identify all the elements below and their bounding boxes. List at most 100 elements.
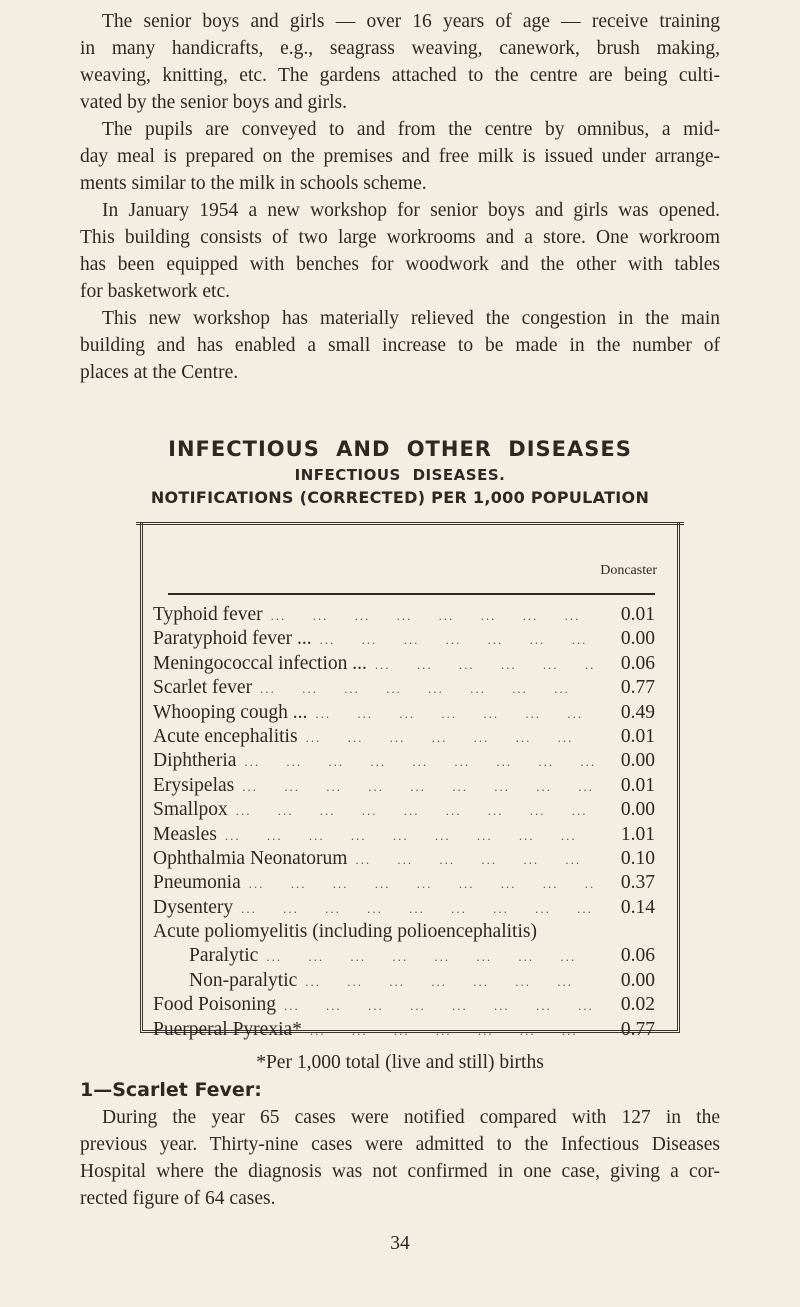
disease-label: Typhoid fever xyxy=(153,604,263,625)
rate-value: 0.01 xyxy=(620,604,655,625)
disease-label: Smallpox xyxy=(153,799,228,821)
text-line: weaving, knitting, etc. The gardens atta… xyxy=(80,65,720,86)
text-line: places at the Centre. xyxy=(80,362,239,383)
dot-leader xyxy=(320,628,595,652)
disease-label: Dysentery xyxy=(153,896,234,918)
text-line: rected figure of 64 cases. xyxy=(80,1188,276,1209)
table-row: Paratyphoid fever ... 0.00 xyxy=(153,627,655,651)
disease-label: Meningococcal infection ... xyxy=(153,652,367,674)
text-line: This new workshop has materially relieve… xyxy=(102,308,720,329)
table-row: Acute poliomyelitis (including polioence… xyxy=(153,920,655,944)
dot-leader xyxy=(306,726,595,750)
dot-leader xyxy=(225,824,595,848)
disease-label: Acute encephalitis xyxy=(153,725,298,747)
disease-label: Diphtheria xyxy=(153,750,237,772)
text-line: for basketwork etc. xyxy=(80,281,230,302)
disease-label: Scarlet fever xyxy=(153,677,253,699)
rate-value: 0.37 xyxy=(620,872,655,894)
header-rule xyxy=(168,593,655,595)
column-header: Doncaster xyxy=(600,563,657,578)
text-line: has been equipped with benches for woodw… xyxy=(80,254,720,275)
dot-leader xyxy=(241,897,595,921)
text-line: Hospital where the diagnosis was not con… xyxy=(80,1161,720,1182)
table-row: Typhoid fever 0.01 xyxy=(153,603,655,627)
rate-value: 1.01 xyxy=(620,823,655,845)
dot-leader xyxy=(266,945,595,969)
page-number: 34 xyxy=(390,1233,410,1254)
table-row: Scarlet fever 0.77 xyxy=(153,676,655,700)
section-title: INFECTIOUS AND OTHER DISEASES xyxy=(168,437,632,461)
table-row: Erysipelas 0.01 xyxy=(153,774,655,798)
rate-value: 0.02 xyxy=(620,994,655,1016)
table-row: Ophthalmia Neonatorum 0.10 xyxy=(153,847,655,871)
table-row: Acute encephalitis 0.01 xyxy=(153,725,655,749)
table-row: Meningococcal infection ... 0.06 xyxy=(153,652,655,676)
rate-value: 0.00 xyxy=(620,628,655,650)
dot-leader xyxy=(305,970,595,994)
rate-value: 0.14 xyxy=(620,896,655,918)
section-heading: 1—Scarlet Fever: xyxy=(80,1079,262,1101)
table-row: Puerperal Pyrexia* 0.77 xyxy=(153,1018,655,1042)
paragraph: The senior boys and girls — over 16 year… xyxy=(80,8,720,116)
text-line: previous year. Thirty-nine cases were ad… xyxy=(80,1134,720,1155)
rate-value: 0.01 xyxy=(620,725,655,747)
text-line: In January 1954 a new workshop for senio… xyxy=(102,200,720,221)
text-line: building and has enabled a small increas… xyxy=(80,335,720,356)
dot-leader xyxy=(355,848,595,872)
text-line: During the year 65 cases were notified c… xyxy=(102,1107,720,1128)
disease-label: Food Poisoning xyxy=(153,994,276,1016)
paragraph: In January 1954 a new workshop for senio… xyxy=(80,197,720,305)
text-line: vated by the senior boys and girls. xyxy=(80,92,347,113)
table-footnote: *Per 1,000 total (live and still) births xyxy=(256,1052,544,1073)
table-row: Whooping cough ... 0.49 xyxy=(153,701,655,725)
disease-label: Whooping cough ... xyxy=(153,701,308,723)
rate-value: 0.49 xyxy=(620,701,655,723)
rate-value: 0.77 xyxy=(620,1018,655,1040)
disease-label: Non-paralytic xyxy=(189,969,298,991)
disease-label: Ophthalmia Neonatorum xyxy=(153,847,348,869)
text-line: This building consists of two large work… xyxy=(80,227,720,248)
table-row: Paralytic 0.06 xyxy=(153,944,655,968)
text-line: in many handicrafts, e.g., seagrass weav… xyxy=(80,38,720,59)
rate-value: 0.00 xyxy=(620,799,655,821)
paragraph: This new workshop has materially relieve… xyxy=(80,305,720,386)
disease-label: Erysipelas xyxy=(153,774,235,796)
table-row: Dysentery 0.14 xyxy=(153,896,655,920)
dot-leader xyxy=(236,799,595,823)
dot-leader xyxy=(310,1019,595,1043)
disease-label: Pneumonia xyxy=(153,872,241,894)
rate-value: 0.00 xyxy=(620,750,655,772)
rate-value: 0.06 xyxy=(620,945,655,967)
dot-leader xyxy=(271,604,595,628)
dot-leader xyxy=(244,750,595,774)
table-row: Pneumonia 0.37 xyxy=(153,871,655,895)
dot-leader xyxy=(315,702,595,726)
rate-value: 0.77 xyxy=(620,677,655,699)
rate-value: 0.00 xyxy=(620,969,655,991)
dot-leader xyxy=(242,775,595,799)
dot-leader xyxy=(375,653,595,677)
dot-leader xyxy=(249,872,595,896)
disease-label: Puerperal Pyrexia* xyxy=(153,1018,302,1040)
disease-label: Paralytic xyxy=(189,945,259,967)
table-row: Diphtheria 0.00 xyxy=(153,749,655,773)
dot-leader xyxy=(284,994,595,1018)
table-row: Food Poisoning 0.02 xyxy=(153,993,655,1017)
rate-value: 0.01 xyxy=(620,774,655,796)
text-line: The pupils are conveyed to and from the … xyxy=(102,119,720,140)
subsection-title: INFECTIOUS DISEASES. xyxy=(294,466,506,484)
paragraph: The pupils are conveyed to and from the … xyxy=(80,116,720,197)
table-row: Measles 1.01 xyxy=(153,823,655,847)
dot-leader xyxy=(260,677,595,701)
table-top-rule xyxy=(136,522,684,525)
text-line: day meal is prepared on the premises and… xyxy=(80,146,720,167)
rate-value: 0.06 xyxy=(620,652,655,674)
disease-label: Acute poliomyelitis (including polioence… xyxy=(153,921,537,943)
disease-label: Paratyphoid fever ... xyxy=(153,628,312,650)
table-row: Smallpox 0.00 xyxy=(153,798,655,822)
text-line: ments similar to the milk in schools sch… xyxy=(80,173,427,194)
table-row: Non-paralytic 0.00 xyxy=(153,969,655,993)
table-title: NOTIFICATIONS (CORRECTED) PER 1,000 POPU… xyxy=(150,488,650,507)
rate-value: 0.10 xyxy=(620,847,655,869)
